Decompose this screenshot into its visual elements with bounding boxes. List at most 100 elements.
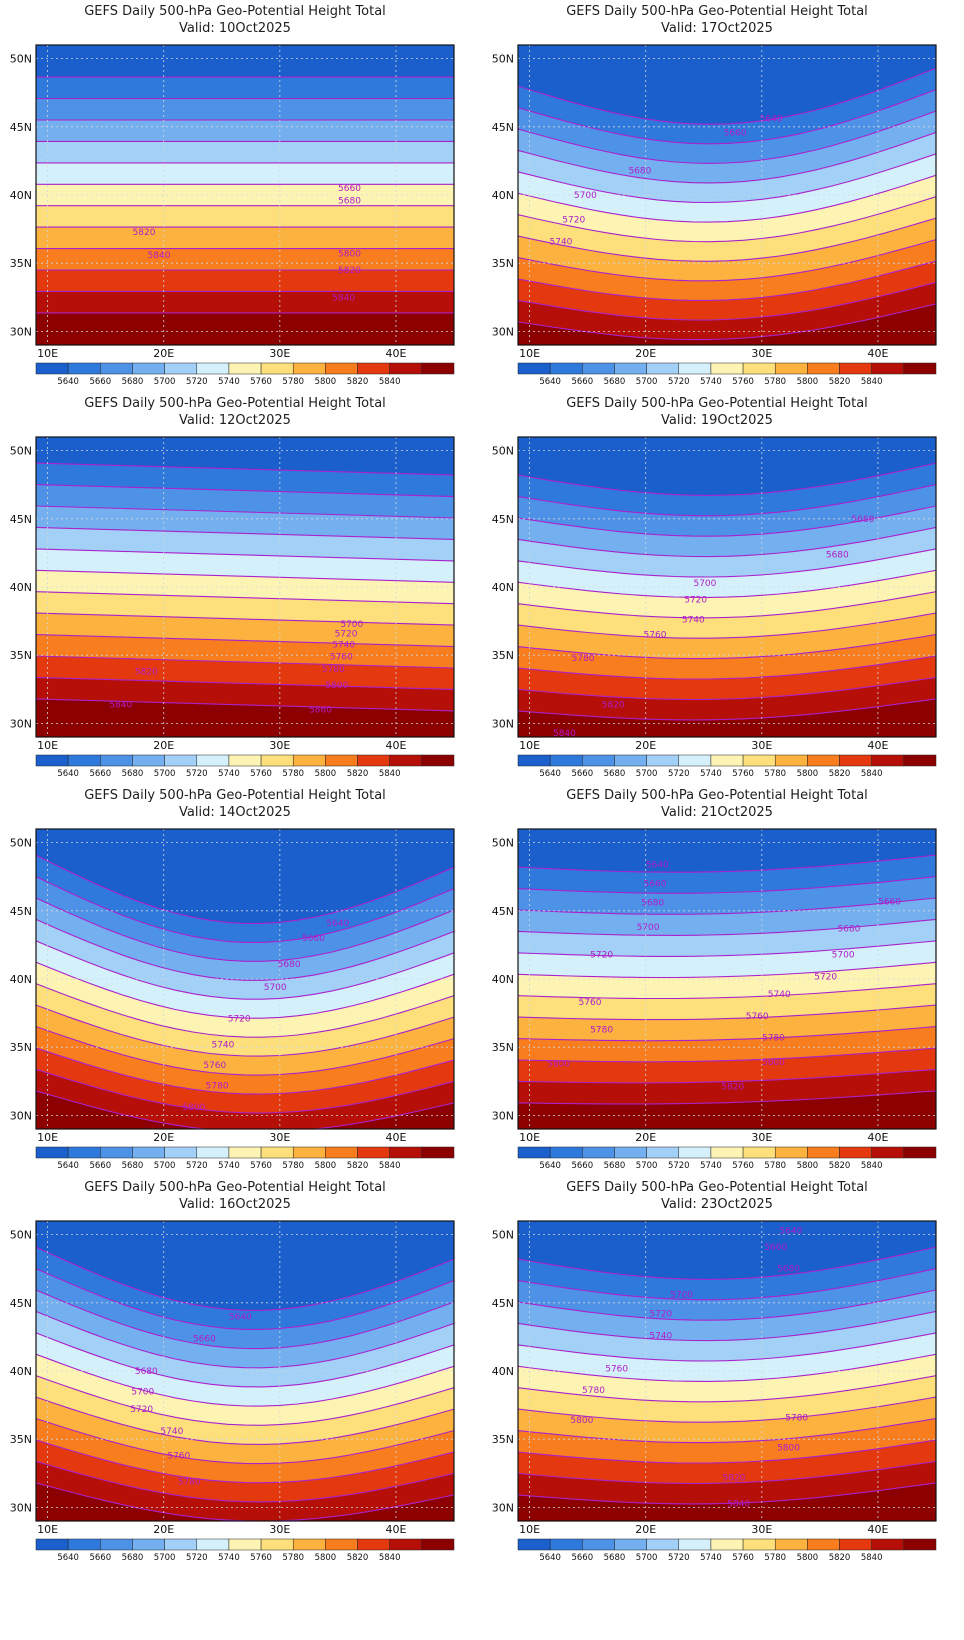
contour-line (518, 110, 936, 164)
height-band (36, 1005, 454, 1076)
panel-title-line: GEFS Daily 500-hPa Geo-Potential Height … (566, 1180, 868, 1195)
latitude-tick-label: 50N (10, 837, 32, 850)
contour-label: 5820 (338, 266, 361, 276)
longitude-tick-label: 40E (867, 1131, 888, 1144)
colorbar-label: 5740 (218, 377, 240, 387)
height-band (518, 437, 936, 496)
height-band (36, 656, 454, 690)
contour-line (518, 698, 936, 721)
panel-valid-date: Valid: 19Oct2025 (661, 413, 773, 428)
contour-line (36, 676, 454, 690)
colorbar-label: 5780 (764, 1553, 786, 1563)
contour-label: 5720 (562, 216, 585, 226)
contour-line (36, 1289, 454, 1350)
longitude-tick-label: 20E (635, 347, 656, 360)
contour-label: 5680 (837, 925, 860, 935)
contour-label: 5740 (332, 640, 355, 650)
colorbar-swatch (807, 754, 840, 767)
height-band (36, 506, 454, 540)
contour-label: 5780 (590, 1025, 613, 1035)
colorbar-label: 5800 (315, 1161, 337, 1171)
contour-label: 5840 (332, 293, 355, 303)
colorbar-label: 5820 (829, 377, 851, 387)
latitude-tick-label: 45N (492, 905, 514, 918)
colorbar-swatch (100, 362, 133, 375)
height-band (518, 677, 936, 720)
contour-label: 5660 (764, 1243, 787, 1253)
colorbar-swatch (67, 754, 101, 767)
contour-label: 5860 (309, 706, 332, 716)
height-band (36, 227, 454, 249)
contour-line (518, 1310, 936, 1342)
contour-label: 5760 (330, 653, 353, 663)
colorbar-swatch (67, 1538, 101, 1551)
colorbar-label: 5840 (861, 377, 883, 387)
longitude-tick-label: 30E (751, 1131, 772, 1144)
contour-line (36, 1004, 454, 1057)
colorbar-label: 5780 (764, 1161, 786, 1171)
colorbar-swatch (357, 754, 390, 767)
colorbar-label: 5660 (571, 1161, 593, 1171)
colorbar-swatch (357, 362, 390, 375)
contour-label: 5660 (338, 184, 361, 194)
height-band (518, 506, 936, 557)
contour-line (518, 897, 936, 915)
colorbar-label: 5640 (539, 1161, 561, 1171)
longitude-tick-label: 30E (269, 347, 290, 360)
colorbar-label: 5840 (861, 1553, 883, 1563)
colorbar-label: 5700 (154, 377, 176, 387)
colorbar-swatch (678, 362, 712, 375)
colorbar-swatch (164, 754, 198, 767)
contour-label: 5680 (641, 899, 664, 909)
contour-label: 5640 (779, 1227, 802, 1237)
colorbar-swatch (646, 754, 680, 767)
colorbar-label: 5680 (122, 377, 144, 387)
height-band (36, 1354, 454, 1426)
contour-line (36, 1047, 454, 1095)
contour-line (518, 217, 936, 262)
colorbar-swatch (325, 1146, 358, 1159)
colorbar-swatch (678, 1538, 712, 1551)
colorbar-swatch (646, 1538, 680, 1551)
colorbar-swatch (132, 1538, 165, 1551)
height-band (518, 698, 936, 737)
longitude-tick-label: 20E (635, 1131, 656, 1144)
height-band (36, 1290, 454, 1368)
colorbar-label: 5760 (250, 1161, 272, 1171)
contour-label: 5720 (130, 1405, 153, 1415)
contour-line (518, 260, 936, 301)
colorbar-label: 5700 (636, 1161, 658, 1171)
panel-title: GEFS Daily 500-hPa Geo-Potential Height … (0, 1179, 470, 1213)
colorbar-label: 5700 (154, 769, 176, 779)
contour-line (518, 548, 936, 578)
contour-label: 5740 (160, 1427, 183, 1437)
contour-line (36, 897, 454, 962)
latitude-tick-label: 50N (10, 53, 32, 66)
height-band (36, 1247, 454, 1330)
height-band (518, 153, 936, 223)
map-panel: GEFS Daily 500-hPa Geo-Potential Height … (482, 784, 964, 1194)
colorbar-swatch (132, 1146, 165, 1159)
colorbar-swatch (774, 754, 808, 767)
height-band (518, 1440, 936, 1484)
contour-line (518, 1004, 936, 1021)
contour-line (518, 239, 936, 282)
height-band (518, 45, 936, 125)
height-band (518, 591, 936, 639)
contour-line (518, 1090, 936, 1105)
panel-title-line: GEFS Daily 500-hPa Geo-Potential Height … (566, 396, 868, 411)
colorbar-swatch (228, 754, 262, 767)
contour-label: 5760 (644, 631, 667, 641)
contour-label: 5720 (684, 595, 707, 605)
height-band (36, 1461, 454, 1521)
contour-line (518, 1268, 936, 1301)
height-band (36, 527, 454, 561)
contour-label: 5700 (131, 1387, 154, 1397)
longitude-tick-label: 20E (153, 739, 174, 752)
contour-line (36, 612, 454, 626)
colorbar-label: 5700 (636, 1553, 658, 1563)
colorbar-label: 5680 (122, 769, 144, 779)
panel-title: GEFS Daily 500-hPa Geo-Potential Height … (482, 787, 952, 821)
panel-valid-date: Valid: 10Oct2025 (179, 21, 291, 36)
colorbar-swatch (196, 754, 230, 767)
